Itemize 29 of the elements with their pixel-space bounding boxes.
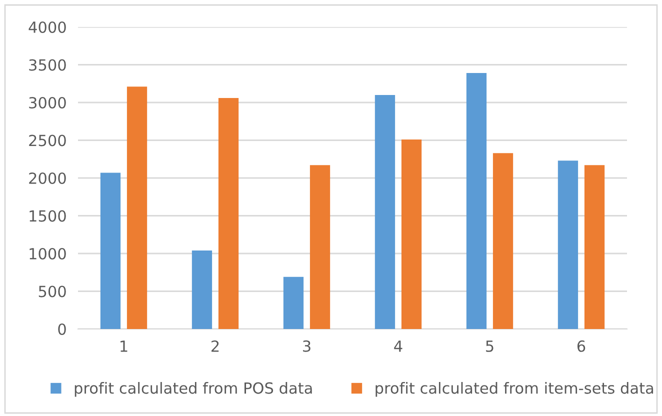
bar — [218, 98, 239, 329]
bar — [466, 73, 487, 329]
x-tick-label: 4 — [394, 340, 402, 352]
y-tick-label: 500 — [38, 286, 66, 298]
legend-label: profit calculated from item-sets data — [376, 382, 654, 397]
x-tick-label: 6 — [577, 340, 586, 352]
y-tick-label: 3000 — [29, 96, 66, 109]
bar — [100, 172, 121, 329]
y-tick-label: 0 — [58, 323, 66, 336]
bar — [283, 276, 304, 329]
y-tick-label: 3500 — [29, 59, 66, 71]
bar — [374, 94, 396, 329]
bar — [584, 165, 605, 329]
legend-label: profit calculated from POS data — [74, 382, 312, 397]
bar — [401, 139, 422, 329]
x-tick-label: 5 — [486, 340, 494, 352]
y-tick-label: 1500 — [30, 210, 66, 222]
bar — [310, 165, 330, 329]
x-tick-label: 3 — [303, 340, 310, 352]
bar — [192, 250, 212, 329]
bar — [492, 153, 514, 329]
bar — [558, 160, 578, 329]
x-tick-label: 2 — [212, 340, 219, 352]
bar — [126, 86, 148, 329]
y-tick-label: 4000 — [28, 21, 66, 34]
x-tick-label: 1 — [120, 340, 128, 352]
y-tick-label: 2000 — [29, 172, 66, 184]
y-tick-label: 1000 — [30, 248, 66, 260]
y-tick-label: 2500 — [29, 134, 66, 146]
